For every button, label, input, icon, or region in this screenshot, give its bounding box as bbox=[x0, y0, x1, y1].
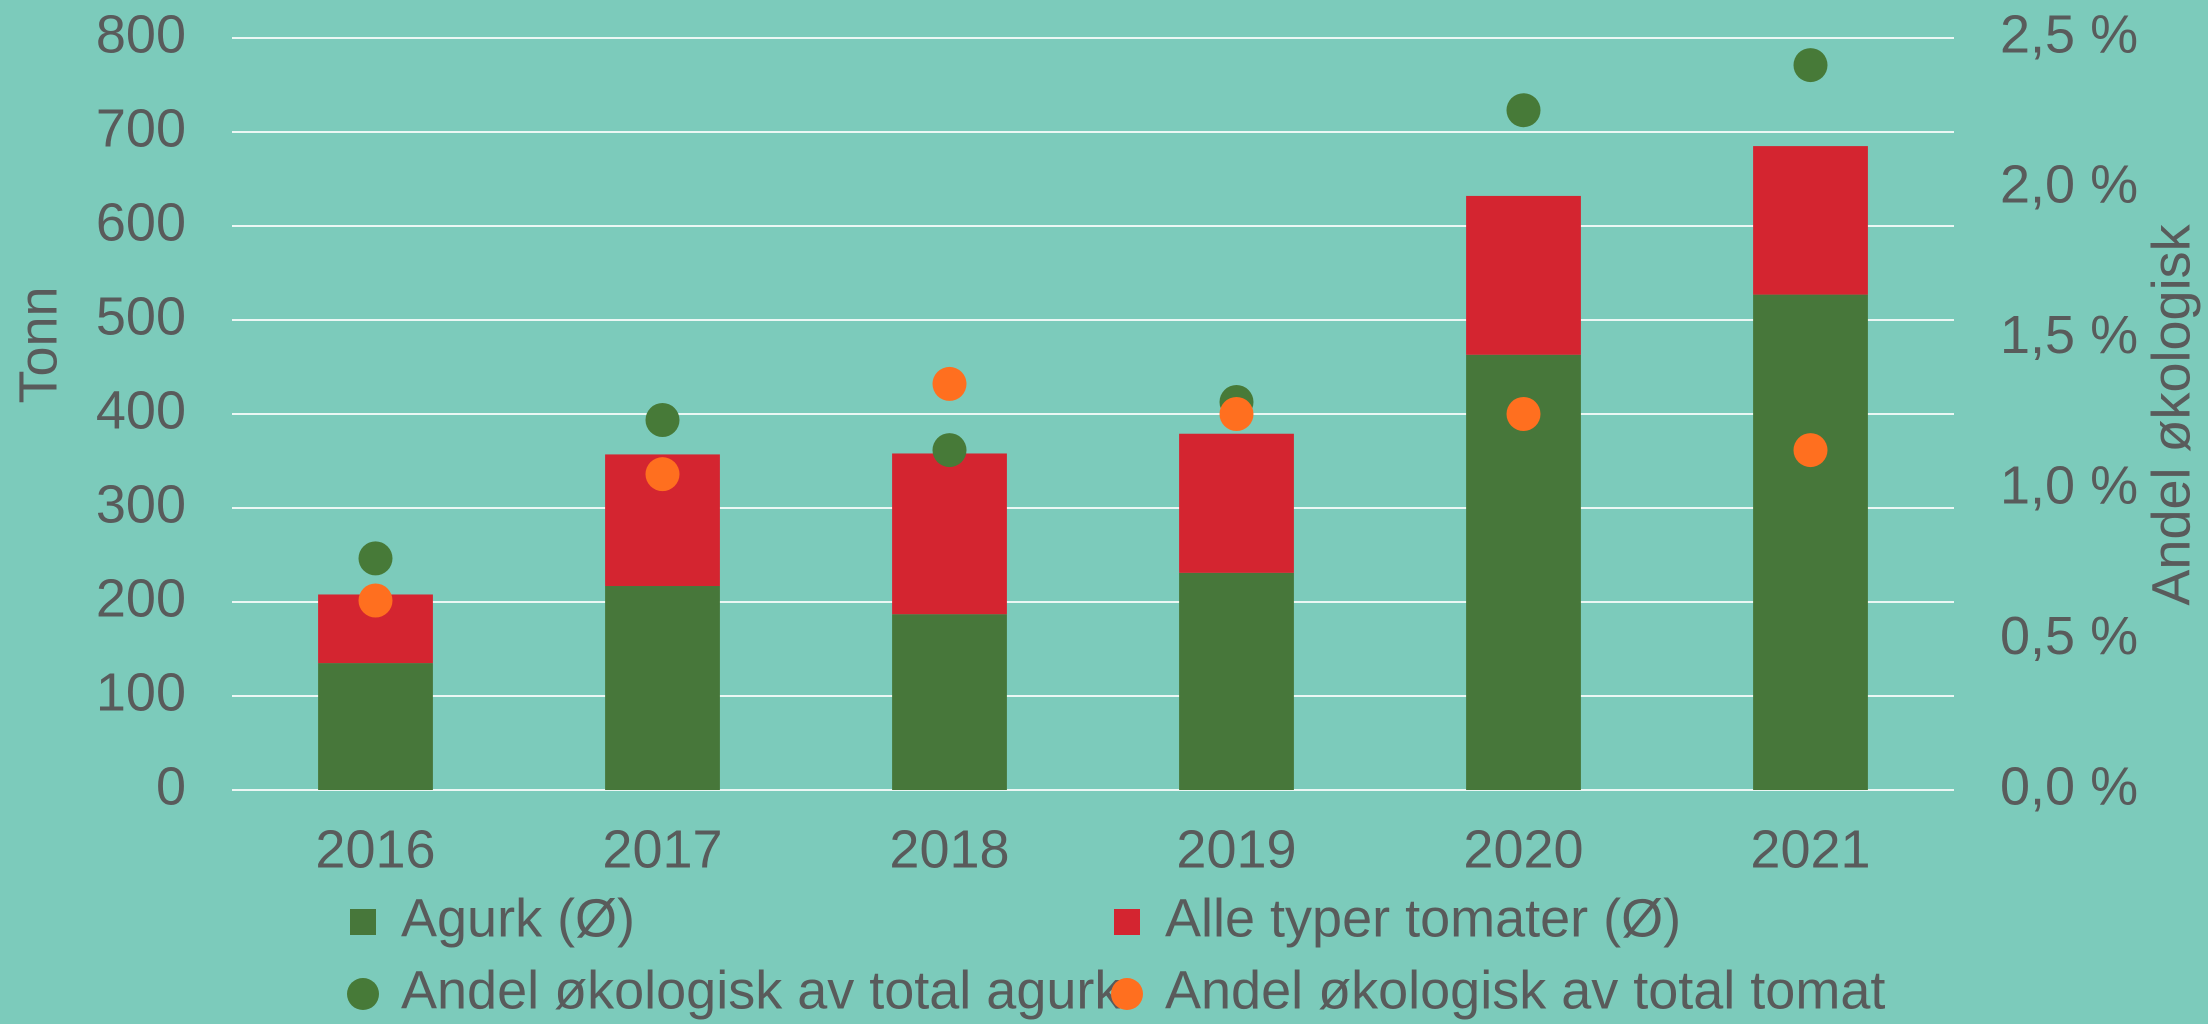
y2-tick-label: 2,0 % bbox=[2000, 155, 2138, 215]
dot bbox=[1506, 93, 1541, 128]
y-tick-label: 400 bbox=[96, 380, 186, 440]
dot bbox=[358, 541, 393, 576]
dot bbox=[932, 433, 967, 468]
y2-axis-title: Andel økologisk bbox=[2141, 223, 2201, 605]
bar-segment bbox=[318, 663, 433, 790]
legend-marker bbox=[1114, 909, 1140, 935]
bar-segment bbox=[892, 453, 1007, 615]
legend-marker bbox=[347, 978, 379, 1010]
legend-label: Agurk (Ø) bbox=[401, 888, 635, 948]
bar-segment bbox=[1753, 294, 1868, 790]
y-axis-title: Tonn bbox=[8, 286, 68, 403]
y2-tick-label: 1,0 % bbox=[2000, 455, 2138, 515]
x-tick-label: 2019 bbox=[1176, 819, 1296, 879]
y2-tick-label: 1,5 % bbox=[2000, 305, 2138, 365]
legend-label: Andel økologisk av total tomat bbox=[1165, 960, 1885, 1020]
y-tick-label: 300 bbox=[96, 474, 186, 534]
dot bbox=[645, 403, 680, 438]
x-tick-label: 2017 bbox=[602, 819, 722, 879]
legend-marker bbox=[1111, 978, 1143, 1010]
bar-segment bbox=[892, 614, 1007, 790]
x-tick-label: 2018 bbox=[889, 819, 1009, 879]
dot bbox=[1793, 433, 1828, 468]
bar-segment bbox=[1466, 195, 1581, 355]
bar-segment bbox=[605, 586, 720, 790]
dot bbox=[932, 366, 967, 401]
bar-segment bbox=[1753, 146, 1868, 295]
legend-marker bbox=[350, 909, 376, 935]
x-tick-label: 2020 bbox=[1463, 819, 1583, 879]
x-tick-label: 2021 bbox=[1750, 819, 1870, 879]
y2-tick-label: 2,5 % bbox=[2000, 4, 2138, 64]
legend-label: Andel økologisk av total agurk bbox=[401, 960, 1122, 1020]
bar-segment bbox=[1179, 433, 1294, 573]
x-tick-label: 2016 bbox=[315, 819, 435, 879]
dot bbox=[645, 457, 680, 492]
dot bbox=[1506, 397, 1541, 431]
y-tick-label: 0 bbox=[156, 756, 186, 816]
y-tick-label: 500 bbox=[96, 286, 186, 346]
y-tick-label: 600 bbox=[96, 192, 186, 252]
y-tick-label: 200 bbox=[96, 568, 186, 628]
y-tick-label: 700 bbox=[96, 98, 186, 158]
dot bbox=[1219, 397, 1254, 431]
y-tick-label: 100 bbox=[96, 662, 186, 722]
legend-label: Alle typer tomater (Ø) bbox=[1165, 888, 1681, 948]
dot bbox=[358, 583, 393, 618]
bar-segment bbox=[1179, 572, 1294, 790]
y-tick-label: 800 bbox=[96, 4, 186, 64]
y2-tick-label: 0,0 % bbox=[2000, 756, 2138, 816]
y2-tick-label: 0,5 % bbox=[2000, 606, 2138, 666]
dot bbox=[1793, 48, 1828, 83]
